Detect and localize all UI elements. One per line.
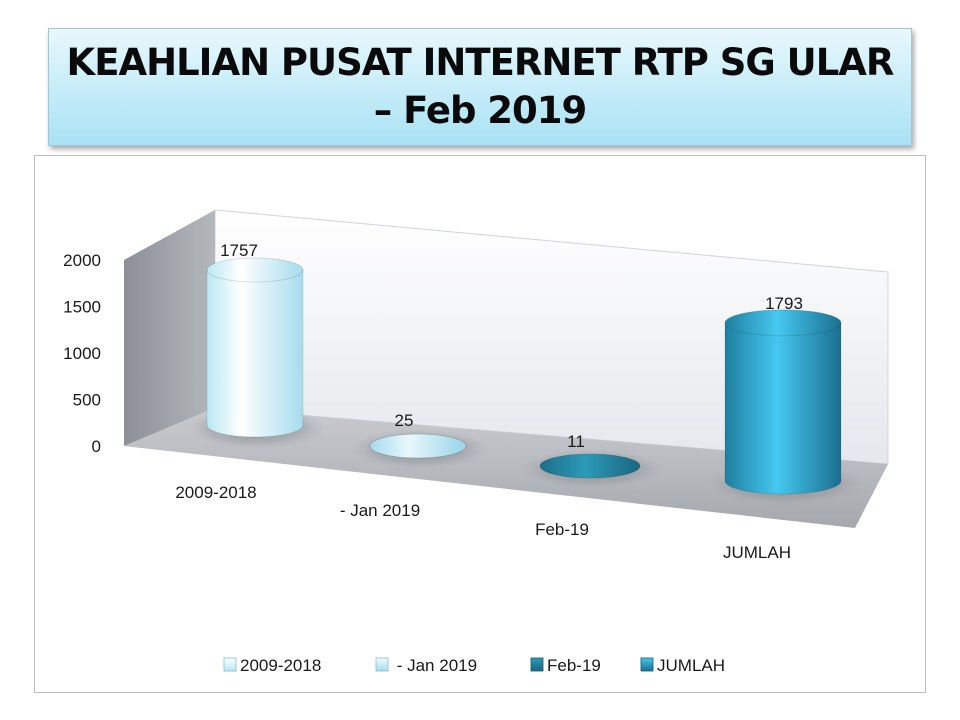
y-tick-label: 0 (92, 437, 101, 456)
bar-top (724, 309, 842, 337)
legend-swatch (530, 657, 544, 672)
chart-title-line1: KEAHLIAN PUSAT INTERNET RTP SG ULAR (66, 41, 895, 84)
data-label: 1793 (765, 294, 803, 313)
category-label: - Jan 2019 (340, 501, 420, 520)
category-label: 2009-2018 (175, 483, 256, 502)
bar-3 (724, 309, 842, 495)
bar-0 (206, 257, 304, 438)
bar-1 (369, 433, 467, 459)
y-tick-label: 2000 (63, 251, 101, 270)
bar-top (369, 433, 467, 459)
data-label: 11 (567, 432, 585, 451)
legend-swatch (223, 657, 237, 672)
legend-label: JUMLAH (657, 656, 725, 675)
legend-item: 2009-2018 (223, 656, 321, 675)
legend-item: JUMLAH (640, 656, 725, 675)
y-tick-label: 1000 (63, 344, 101, 363)
data-labels: 1757 25 11 1793 (220, 241, 803, 451)
category-labels: 2009-2018 - Jan 2019 Feb-19 JUMLAH (175, 483, 791, 562)
bar-top (206, 257, 304, 283)
y-axis-ticks: 0 500 1000 1500 2000 (63, 251, 101, 456)
y-tick-label: 500 (73, 391, 101, 410)
category-label: JUMLAH (723, 543, 791, 562)
legend: 2009-2018 - Jan 2019 Feb-19 JUMLAH (223, 656, 725, 675)
side-wall (124, 210, 215, 446)
data-label: 25 (395, 411, 414, 430)
bar-body (724, 322, 842, 495)
legend-label: - Jan 2019 (392, 656, 477, 675)
legend-item: Feb-19 (530, 656, 601, 675)
legend-swatch (640, 657, 654, 672)
bar-2 (539, 453, 641, 479)
chart-title-line2: – Feb 2019 (373, 89, 588, 132)
title-box: KEAHLIAN PUSAT INTERNET RTP SG ULAR – Fe… (48, 28, 912, 146)
data-label: 1757 (220, 241, 258, 260)
bars (206, 257, 842, 495)
bar-top (539, 453, 641, 479)
legend-item: - Jan 2019 (375, 656, 477, 675)
bar-body (206, 269, 304, 438)
category-label: Feb-19 (535, 520, 589, 539)
y-tick-label: 1500 (63, 298, 101, 317)
legend-label: Feb-19 (547, 656, 601, 675)
legend-label: 2009-2018 (240, 656, 321, 675)
legend-swatch (375, 657, 389, 672)
